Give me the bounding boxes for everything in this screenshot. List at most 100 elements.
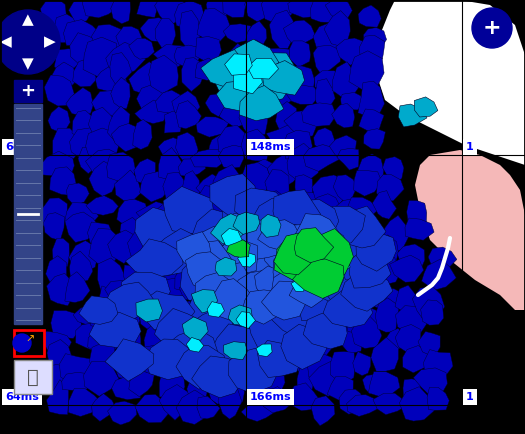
Polygon shape (376, 174, 404, 201)
Polygon shape (89, 312, 141, 348)
Polygon shape (203, 279, 223, 306)
Polygon shape (310, 263, 328, 295)
Polygon shape (294, 342, 319, 381)
Polygon shape (247, 239, 279, 266)
Polygon shape (286, 85, 320, 104)
Polygon shape (223, 194, 272, 243)
Polygon shape (242, 218, 265, 253)
Polygon shape (163, 187, 214, 233)
Polygon shape (156, 199, 195, 225)
Polygon shape (40, 198, 67, 229)
Polygon shape (373, 288, 404, 311)
Polygon shape (332, 103, 355, 128)
Circle shape (472, 8, 512, 48)
Polygon shape (239, 207, 296, 255)
Text: 64ms: 64ms (5, 392, 39, 402)
Polygon shape (251, 194, 277, 220)
Polygon shape (242, 52, 297, 88)
Polygon shape (175, 266, 199, 291)
Polygon shape (139, 305, 160, 329)
Polygon shape (163, 172, 190, 208)
Polygon shape (207, 302, 225, 317)
Polygon shape (211, 214, 245, 244)
Polygon shape (179, 273, 214, 300)
Polygon shape (228, 349, 279, 394)
Polygon shape (262, 60, 304, 95)
Polygon shape (69, 240, 98, 272)
Polygon shape (306, 260, 345, 293)
Polygon shape (364, 129, 385, 149)
Polygon shape (108, 230, 139, 263)
Polygon shape (232, 226, 285, 271)
Polygon shape (284, 20, 316, 47)
Polygon shape (207, 265, 230, 292)
Polygon shape (91, 297, 112, 332)
Polygon shape (246, 21, 267, 49)
Polygon shape (128, 230, 160, 263)
Polygon shape (187, 378, 207, 406)
Polygon shape (144, 304, 183, 338)
Polygon shape (281, 324, 331, 369)
Polygon shape (343, 257, 362, 277)
Text: ▶: ▶ (44, 34, 56, 49)
Polygon shape (292, 280, 311, 314)
Polygon shape (183, 244, 209, 268)
Polygon shape (38, 365, 70, 393)
Polygon shape (228, 305, 253, 326)
Polygon shape (247, 60, 272, 83)
Polygon shape (269, 10, 295, 49)
Polygon shape (383, 215, 408, 253)
Polygon shape (154, 309, 206, 349)
Polygon shape (207, 279, 254, 321)
Polygon shape (272, 268, 314, 306)
Polygon shape (214, 297, 242, 334)
Polygon shape (155, 18, 176, 51)
Polygon shape (68, 388, 103, 417)
Polygon shape (91, 394, 117, 421)
Polygon shape (88, 329, 119, 354)
Polygon shape (262, 387, 292, 413)
Polygon shape (333, 199, 364, 234)
Bar (14, 330, 44, 356)
Polygon shape (138, 291, 174, 314)
Polygon shape (225, 259, 256, 288)
Polygon shape (198, 353, 226, 376)
Polygon shape (288, 0, 323, 18)
Polygon shape (302, 103, 337, 126)
Polygon shape (295, 214, 339, 244)
Polygon shape (332, 258, 350, 272)
Polygon shape (185, 252, 223, 291)
Polygon shape (349, 249, 391, 288)
Polygon shape (295, 228, 334, 263)
Polygon shape (307, 231, 346, 260)
Polygon shape (72, 110, 93, 141)
Polygon shape (129, 62, 166, 95)
Polygon shape (40, 0, 66, 30)
Polygon shape (180, 10, 201, 49)
Polygon shape (136, 201, 174, 222)
Polygon shape (313, 45, 341, 76)
Polygon shape (216, 236, 257, 274)
Polygon shape (140, 18, 171, 42)
Polygon shape (52, 238, 69, 269)
Polygon shape (181, 58, 204, 92)
Polygon shape (121, 272, 170, 304)
Bar (14, 360, 52, 394)
Polygon shape (287, 383, 321, 411)
Polygon shape (59, 354, 93, 385)
Polygon shape (83, 362, 120, 396)
Polygon shape (140, 261, 159, 290)
Polygon shape (304, 332, 332, 358)
Polygon shape (197, 186, 227, 219)
Polygon shape (140, 171, 171, 202)
Polygon shape (260, 78, 293, 107)
Polygon shape (261, 0, 302, 26)
Polygon shape (289, 41, 311, 67)
Polygon shape (190, 209, 251, 268)
Polygon shape (51, 311, 82, 339)
Polygon shape (134, 100, 168, 124)
Polygon shape (415, 150, 525, 310)
Polygon shape (390, 255, 424, 282)
Polygon shape (291, 279, 307, 292)
Polygon shape (257, 340, 300, 378)
